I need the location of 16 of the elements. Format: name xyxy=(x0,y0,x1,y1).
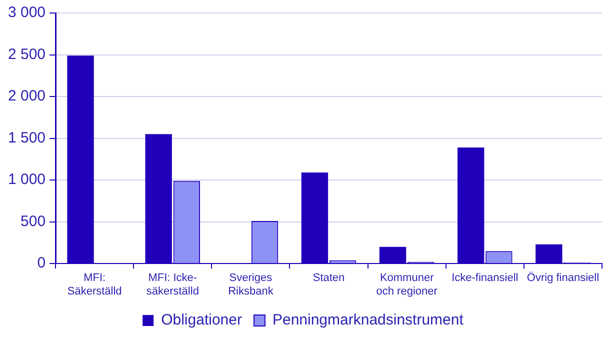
y-tick-label: 3 000 xyxy=(8,4,46,22)
legend-label: Obligationer xyxy=(161,312,242,329)
x-tick-label: Icke-finansiell xyxy=(452,272,518,284)
y-tick-label: 500 xyxy=(20,212,46,230)
x-tick-label: Övrig finansiell xyxy=(526,271,600,284)
y-tick-label: 2 500 xyxy=(8,46,46,63)
x-tick-label: MFI: Säkerställd xyxy=(67,272,122,298)
x-tick-label: Kommuner och regioner xyxy=(376,272,438,298)
y-tick-label: 0 xyxy=(37,254,46,272)
x-tick-label: Staten xyxy=(312,272,345,284)
y-tick-label: 2 000 xyxy=(8,88,46,105)
x-tick-label: Sveriges Riksbank xyxy=(228,272,274,298)
legend-label: Penningmarknadsinstrument xyxy=(272,312,464,329)
x-tick-label: MFI: Icke-säkerställd xyxy=(146,272,199,298)
y-tick-label: 1 500 xyxy=(8,129,46,146)
y-tick-label: 1 000 xyxy=(8,171,46,188)
